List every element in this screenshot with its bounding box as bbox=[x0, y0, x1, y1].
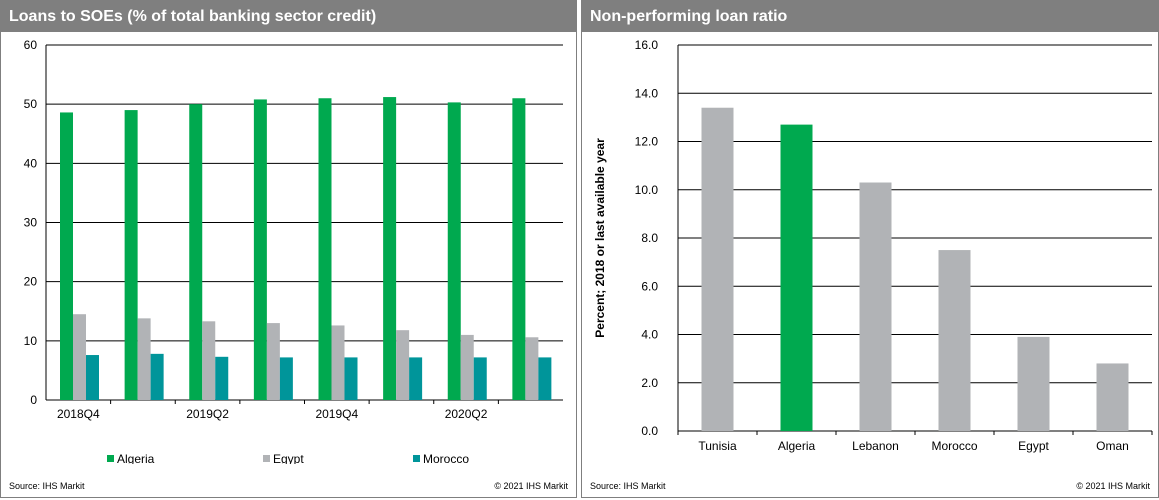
y-tick-label: 6.0 bbox=[641, 279, 658, 293]
legend-swatch-algeria bbox=[107, 455, 114, 462]
x-tick-label: Algeria bbox=[778, 439, 816, 453]
x-tick-label: 2019Q2 bbox=[186, 407, 229, 421]
npl-ratio-panel: Non-performing loan ratio 0.0 2.0 4.0 6.0 8.… bbox=[581, 0, 1159, 498]
y-tick-label: 40 bbox=[24, 156, 38, 170]
bar-algeria bbox=[318, 98, 332, 400]
bar-morocco bbox=[344, 357, 358, 400]
y-tick-label: 10 bbox=[24, 334, 38, 348]
bar-lebanon bbox=[859, 182, 892, 431]
y-tick-label: 0 bbox=[30, 393, 37, 407]
bar-algeria bbox=[780, 124, 813, 432]
bar-egypt bbox=[460, 334, 474, 400]
bar-tunisia bbox=[701, 107, 734, 431]
x-tick-label: Tunisia bbox=[698, 439, 737, 453]
legend-swatch-egypt bbox=[263, 455, 270, 462]
loans-to-soes-panel: Loans to SOEs (% of total banking sector… bbox=[0, 0, 577, 498]
y-tick-label: 16.0 bbox=[635, 38, 659, 52]
x-tick-label: Egypt bbox=[1018, 439, 1049, 453]
bar-algeria bbox=[512, 98, 526, 400]
bar-algeria bbox=[383, 97, 397, 401]
bar-algeria bbox=[189, 104, 203, 401]
npl-source-note: Source: IHS Markit bbox=[590, 481, 666, 491]
bar-egypt bbox=[1017, 336, 1050, 431]
loans-chart-title: Loans to SOEs (% of total banking sector… bbox=[1, 1, 576, 32]
y-tick-label: 12.0 bbox=[635, 135, 659, 149]
bar-morocco bbox=[215, 356, 229, 400]
y-tick-label: 4.0 bbox=[641, 328, 658, 342]
legend-label-egypt: Egypt bbox=[273, 452, 304, 464]
npl-copyright-note: © 2021 IHS Markit bbox=[1076, 481, 1150, 491]
y-tick-label: 20 bbox=[24, 275, 38, 289]
y-tick-label: 50 bbox=[24, 97, 38, 111]
y-tick-label: 60 bbox=[24, 38, 38, 52]
bar-morocco bbox=[938, 250, 971, 431]
bar-morocco bbox=[538, 357, 552, 400]
x-tick-label: 2018Q4 bbox=[57, 407, 100, 421]
y-tick-label: 8.0 bbox=[641, 231, 658, 245]
bar-algeria bbox=[253, 99, 267, 400]
bar-morocco bbox=[279, 357, 293, 400]
bar-morocco bbox=[473, 357, 487, 400]
bar-morocco bbox=[150, 353, 164, 400]
bar-egypt bbox=[331, 325, 345, 400]
npl-chart-title: Non-performing loan ratio bbox=[582, 1, 1158, 32]
bar-algeria bbox=[60, 112, 73, 400]
bar-morocco bbox=[409, 357, 423, 400]
bar-egypt bbox=[266, 323, 280, 400]
y-tick-label: 10.0 bbox=[635, 183, 659, 197]
y-tick-label: 2.0 bbox=[641, 376, 658, 390]
x-tick-label: 2019Q4 bbox=[315, 407, 358, 421]
legend-swatch-morocco bbox=[413, 455, 420, 462]
bar-algeria bbox=[447, 102, 461, 401]
y-tick-label: 30 bbox=[24, 216, 38, 230]
bar-egypt bbox=[137, 318, 151, 400]
npl-ratio-chart: 0.0 2.0 4.0 6.0 8.0 10.0 12.0 14.0 16.0 Percent; … bbox=[593, 38, 1153, 453]
bar-egypt bbox=[73, 314, 86, 400]
bar-oman bbox=[1096, 363, 1129, 431]
x-tick-label: Oman bbox=[1096, 439, 1129, 453]
bar-egypt bbox=[202, 321, 216, 400]
y-axis-label: Percent; 2018 or last available year bbox=[593, 138, 607, 338]
bar-egypt bbox=[396, 330, 410, 400]
loans-to-soes-chart: 0 10 20 30 40 50 60 2018Q4 2019Q2 2019Q4 2020Q2 Alg… bbox=[24, 38, 563, 464]
x-tick-label: Morocco bbox=[931, 439, 977, 453]
x-tick-label: 2020Q2 bbox=[445, 407, 488, 421]
bar-algeria bbox=[124, 110, 138, 400]
y-tick-label: 14.0 bbox=[635, 86, 659, 100]
loans-source-note: Source: IHS Markit bbox=[9, 481, 85, 491]
x-tick-label: Lebanon bbox=[852, 439, 899, 453]
bar-morocco bbox=[86, 355, 99, 400]
bar-egypt bbox=[525, 337, 539, 400]
y-tick-label: 0.0 bbox=[641, 424, 658, 438]
legend-label-morocco: Morocco bbox=[423, 452, 469, 464]
loans-copyright-note: © 2021 IHS Markit bbox=[494, 481, 568, 491]
legend-label-algeria: Algeria bbox=[117, 452, 155, 464]
